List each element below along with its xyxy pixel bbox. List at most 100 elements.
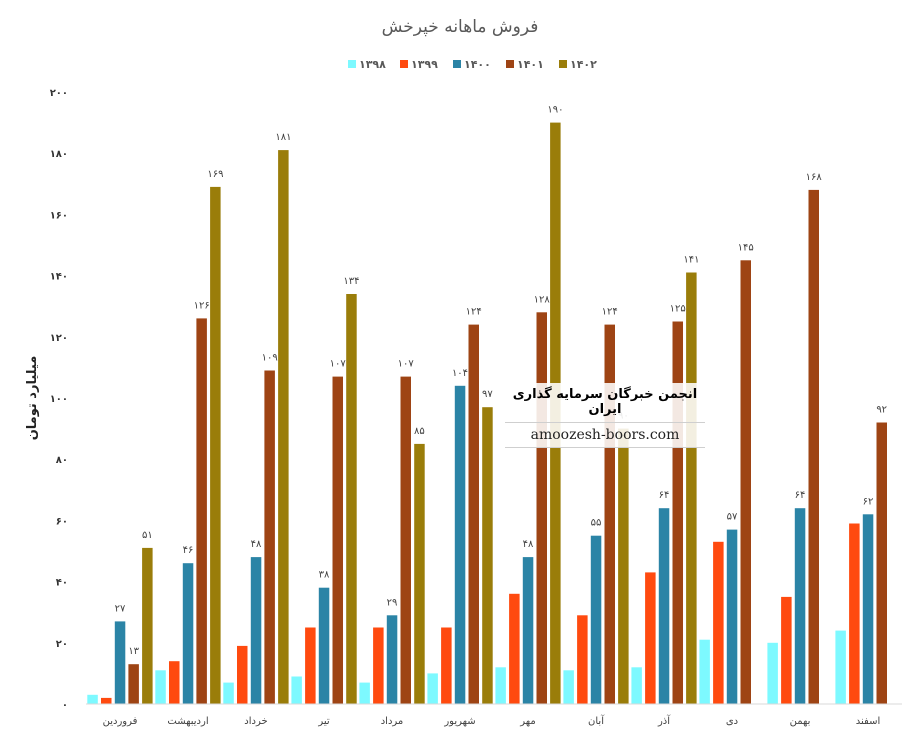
bar: [400, 376, 411, 704]
bar: [223, 682, 234, 704]
bar: [210, 186, 221, 704]
bar: [468, 324, 479, 704]
y-tick-label: ۶۰: [56, 516, 68, 527]
data-label: ۵۵: [591, 518, 602, 529]
bar: [305, 627, 316, 704]
data-label: ۹۲: [876, 405, 887, 416]
watermark: انجمن خبرگان سرمایه گذاری ایران amoozesh…: [505, 383, 705, 448]
data-label: ۶۴: [659, 490, 670, 501]
bar: [454, 385, 466, 704]
data-label: ۱۴۵: [738, 242, 754, 253]
bar: [373, 627, 384, 704]
y-tick-label: ۱۴۰: [50, 272, 68, 283]
legend-label: ۱۳۹۸: [359, 58, 386, 71]
y-tick-label: ۱۸۰: [50, 149, 68, 160]
x-category-label: اردیبهشت: [167, 716, 208, 727]
x-category-label: تیر: [317, 716, 330, 727]
legend-swatch: [506, 60, 514, 68]
data-label: ۵۷: [727, 512, 738, 523]
data-label: ۴۸: [251, 539, 262, 550]
data-label: ۱۳۴: [343, 276, 359, 287]
data-label: ۱۶۸: [806, 172, 823, 183]
y-tick-label: ۱۰۰: [50, 394, 68, 405]
data-label: ۲۹: [387, 597, 398, 608]
y-tick-label: ۰: [62, 700, 68, 711]
bar: [359, 682, 370, 704]
legend-swatch: [400, 60, 408, 68]
watermark-title: انجمن خبرگان سرمایه گذاری ایران: [505, 383, 705, 423]
data-label: ۱۲۴: [602, 307, 618, 318]
x-category-label: فروردین: [103, 716, 138, 727]
bar: [740, 260, 751, 704]
bar: [264, 370, 275, 704]
bar: [563, 670, 574, 704]
data-label: ۱۲۶: [194, 300, 210, 311]
bar: [767, 642, 778, 704]
y-axis-ticks: ۰ ۲۰ ۴۰ ۶۰ ۸۰ ۱۰۰ ۱۲۰ ۱۴۰ ۱۶۰ ۱۸۰ ۲۰۰: [50, 88, 68, 711]
bar: [808, 189, 819, 704]
data-label: ۱۸۱: [275, 132, 291, 143]
bar: [87, 694, 98, 704]
data-label: ۸۵: [414, 426, 425, 437]
data-label: ۲۷: [115, 603, 126, 614]
watermark-url: amoozesh-boors.com: [505, 423, 705, 448]
bar: [101, 697, 112, 704]
bar-group: [87, 122, 887, 705]
bar: [427, 673, 438, 704]
x-axis-categories: فروردین اردیبهشت خرداد تیر مرداد شهریور مهر آبا…: [103, 714, 881, 727]
bar: [713, 541, 724, 704]
bar: [509, 593, 520, 704]
data-label: ۳۸: [319, 570, 330, 581]
bar: [332, 376, 343, 704]
data-label: ۶۲: [863, 496, 874, 507]
bar: [182, 563, 194, 704]
x-category-label: مرداد: [381, 716, 404, 727]
bar: [699, 639, 710, 704]
x-category-label: بهمن: [790, 716, 811, 727]
bar: [414, 443, 425, 704]
data-label: ۱۲۴: [466, 307, 482, 318]
y-tick-label: ۸۰: [56, 455, 68, 466]
x-category-label: آبان: [588, 714, 605, 727]
x-category-label: دی: [726, 716, 738, 727]
data-label: ۱۲۸: [534, 294, 551, 305]
data-label: ۹۷: [482, 389, 493, 400]
bar: [604, 324, 615, 704]
legend-label: ۱۴۰۲: [570, 58, 597, 71]
bar: [128, 664, 139, 704]
bar: [114, 621, 126, 704]
bar: [522, 557, 534, 704]
bar: [250, 557, 262, 704]
bar: [482, 407, 493, 704]
bar: [291, 676, 302, 704]
data-label: ۱۰۹: [262, 353, 278, 364]
bar: [155, 670, 166, 704]
bar: [645, 572, 656, 704]
data-label: ۵۱: [142, 530, 153, 541]
bar: [495, 667, 506, 704]
bar: [672, 321, 683, 704]
legend-swatch: [348, 60, 356, 68]
bar: [590, 535, 602, 704]
x-category-label: اسفند: [856, 716, 880, 727]
data-label: ۱۲۵: [670, 304, 686, 315]
data-labels: ۲۷ ۱۳ ۵۱ ۴۶ ۱۲۶ ۱۶۹ ۴۸ ۱۰۹ ۱۸۱ ۳۸ ۱۰۷ ۱۳۴ ۲۹ ۱۰۷ ۸۵ ۱۰۴…: [115, 105, 887, 658]
bar: [658, 508, 670, 704]
data-label: ۱۰۴: [452, 368, 468, 379]
data-label: ۱۹۰: [547, 105, 563, 116]
bar: [726, 529, 738, 704]
y-tick-label: ۱۲۰: [50, 333, 68, 344]
y-tick-label: ۱۶۰: [50, 210, 68, 221]
bar: [441, 627, 452, 704]
legend-swatch: [453, 60, 461, 68]
data-label: ۱۴۱: [683, 255, 699, 266]
data-label: ۴۸: [523, 539, 534, 550]
bar: [618, 428, 629, 704]
data-label: ۱۳: [128, 646, 139, 657]
bar: [876, 422, 887, 704]
legend-label: ۱۴۰۰: [464, 58, 491, 71]
bar: [794, 508, 806, 704]
data-label: ۱۶۹: [207, 169, 223, 180]
bar: [686, 272, 697, 704]
